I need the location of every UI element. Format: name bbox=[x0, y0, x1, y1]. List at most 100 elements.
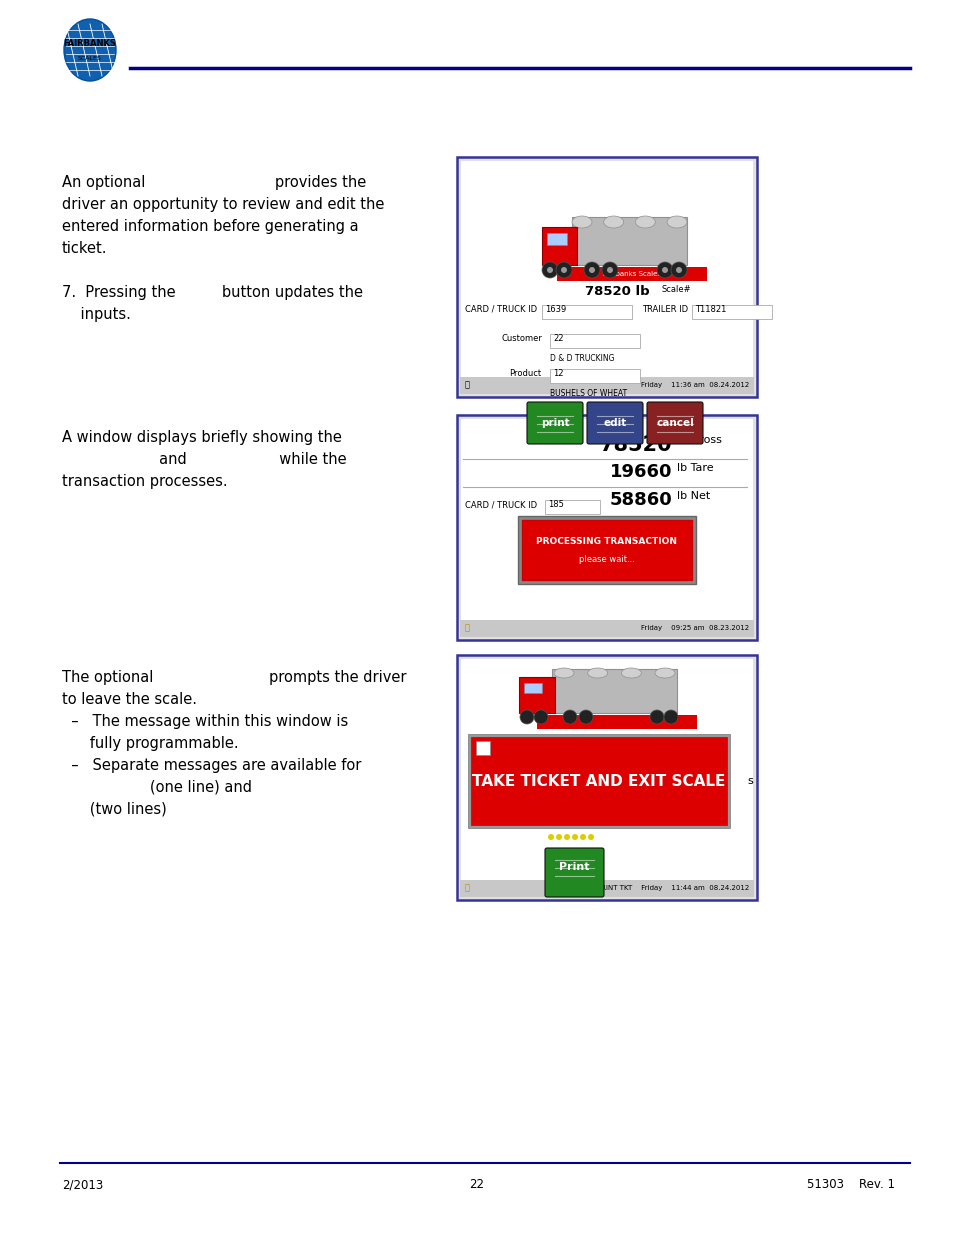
Circle shape bbox=[556, 262, 572, 278]
Text: Fairbanks Scales: Fairbanks Scales bbox=[602, 270, 660, 277]
Bar bbox=[537, 715, 697, 729]
Text: edit: edit bbox=[602, 417, 626, 429]
Bar bbox=[523, 683, 541, 693]
Circle shape bbox=[661, 267, 667, 273]
Text: Friday    09:25 am  08.23.2012: Friday 09:25 am 08.23.2012 bbox=[640, 625, 748, 631]
Bar bbox=[521, 520, 691, 580]
Text: CARD / TRUCK ID: CARD / TRUCK ID bbox=[464, 500, 537, 509]
Circle shape bbox=[572, 834, 578, 840]
Text: D & D TRUCKING: D & D TRUCKING bbox=[550, 354, 614, 363]
Text: inputs.: inputs. bbox=[62, 308, 131, 322]
Text: TRAILER ID: TRAILER ID bbox=[641, 305, 687, 314]
Ellipse shape bbox=[620, 668, 640, 678]
Bar bbox=[552, 669, 677, 713]
Text: 2/2013: 2/2013 bbox=[62, 1178, 103, 1191]
Text: 22: 22 bbox=[553, 333, 563, 343]
Text: print: print bbox=[540, 417, 569, 429]
Circle shape bbox=[519, 710, 534, 724]
Text: 78520 lb: 78520 lb bbox=[584, 285, 649, 298]
Bar bbox=[456, 415, 757, 640]
Text: driver an opportunity to review and edit the: driver an opportunity to review and edit… bbox=[62, 198, 384, 212]
Text: 🔒: 🔒 bbox=[464, 380, 470, 389]
Circle shape bbox=[606, 267, 613, 273]
Text: lb Tare: lb Tare bbox=[677, 463, 713, 473]
Bar bbox=[550, 333, 639, 348]
Bar bbox=[459, 377, 753, 394]
Text: (two lines): (two lines) bbox=[62, 802, 167, 818]
Text: A window displays briefly showing the: A window displays briefly showing the bbox=[62, 430, 341, 445]
Text: Friday    11:36 am  08.24.2012: Friday 11:36 am 08.24.2012 bbox=[640, 382, 748, 388]
Circle shape bbox=[601, 262, 618, 278]
Circle shape bbox=[556, 834, 561, 840]
Text: 22: 22 bbox=[469, 1178, 484, 1191]
Bar bbox=[518, 677, 555, 713]
Circle shape bbox=[676, 267, 681, 273]
Bar bbox=[460, 659, 752, 882]
Text: An optional                            provides the: An optional provides the bbox=[62, 175, 366, 190]
Text: Customer: Customer bbox=[501, 333, 542, 343]
Text: 🔒: 🔒 bbox=[464, 883, 470, 893]
Circle shape bbox=[663, 710, 678, 724]
Bar bbox=[550, 369, 639, 383]
Bar bbox=[691, 305, 771, 319]
Text: 51303    Rev. 1: 51303 Rev. 1 bbox=[806, 1178, 894, 1191]
Bar bbox=[541, 227, 577, 266]
Bar bbox=[517, 516, 696, 584]
Text: FAIRBANKS: FAIRBANKS bbox=[64, 40, 116, 48]
Text: 185: 185 bbox=[547, 500, 563, 509]
Ellipse shape bbox=[587, 668, 607, 678]
Circle shape bbox=[579, 834, 585, 840]
Circle shape bbox=[588, 267, 595, 273]
Text: Print: Print bbox=[558, 862, 589, 872]
Bar bbox=[460, 161, 752, 379]
Text: and                    while the: and while the bbox=[62, 452, 346, 467]
Text: lb Gross: lb Gross bbox=[677, 435, 721, 445]
Bar bbox=[459, 881, 753, 897]
Text: –   Separate messages are available for: – Separate messages are available for bbox=[62, 758, 361, 773]
Ellipse shape bbox=[572, 216, 592, 228]
Bar bbox=[557, 267, 706, 282]
Bar bbox=[456, 655, 757, 900]
Text: lb Net: lb Net bbox=[677, 492, 709, 501]
Text: to leave the scale.: to leave the scale. bbox=[62, 692, 196, 706]
Text: –   The message within this window is: – The message within this window is bbox=[62, 714, 348, 729]
Ellipse shape bbox=[554, 668, 574, 678]
Text: ticket.: ticket. bbox=[62, 241, 108, 256]
Circle shape bbox=[583, 262, 599, 278]
Circle shape bbox=[562, 710, 577, 724]
FancyBboxPatch shape bbox=[646, 403, 702, 445]
Text: please wait...: please wait... bbox=[578, 556, 635, 564]
Circle shape bbox=[560, 267, 566, 273]
Bar bbox=[468, 734, 729, 827]
Text: T11821: T11821 bbox=[695, 305, 725, 314]
Text: 12: 12 bbox=[553, 369, 563, 378]
Bar bbox=[541, 305, 631, 319]
Circle shape bbox=[587, 834, 594, 840]
Text: SCALES: SCALES bbox=[78, 56, 102, 61]
Circle shape bbox=[546, 267, 553, 273]
Text: 78520: 78520 bbox=[598, 435, 671, 454]
Text: 1639: 1639 bbox=[544, 305, 566, 314]
Ellipse shape bbox=[603, 216, 623, 228]
Text: TAKE TICKET AND EXIT SCALE: TAKE TICKET AND EXIT SCALE bbox=[472, 773, 725, 788]
Text: fully programmable.: fully programmable. bbox=[62, 736, 238, 751]
Circle shape bbox=[657, 262, 672, 278]
FancyBboxPatch shape bbox=[544, 848, 603, 897]
Text: s: s bbox=[746, 776, 752, 785]
Bar bbox=[460, 419, 752, 622]
Text: PROCESSING TRANSACTION: PROCESSING TRANSACTION bbox=[536, 537, 677, 547]
Text: transaction processes.: transaction processes. bbox=[62, 474, 228, 489]
Text: Scale#: Scale# bbox=[661, 285, 691, 294]
Bar bbox=[456, 157, 757, 396]
Bar bbox=[546, 233, 566, 245]
Text: BUSHELS OF WHEAT: BUSHELS OF WHEAT bbox=[550, 389, 626, 398]
Text: cancel: cancel bbox=[656, 417, 693, 429]
Text: CARD / TRUCK ID: CARD / TRUCK ID bbox=[464, 305, 537, 314]
FancyBboxPatch shape bbox=[526, 403, 582, 445]
Ellipse shape bbox=[655, 668, 675, 678]
Text: 19660: 19660 bbox=[609, 463, 671, 480]
Bar bbox=[544, 500, 599, 514]
Bar bbox=[476, 741, 490, 755]
Ellipse shape bbox=[666, 216, 686, 228]
Circle shape bbox=[563, 834, 569, 840]
